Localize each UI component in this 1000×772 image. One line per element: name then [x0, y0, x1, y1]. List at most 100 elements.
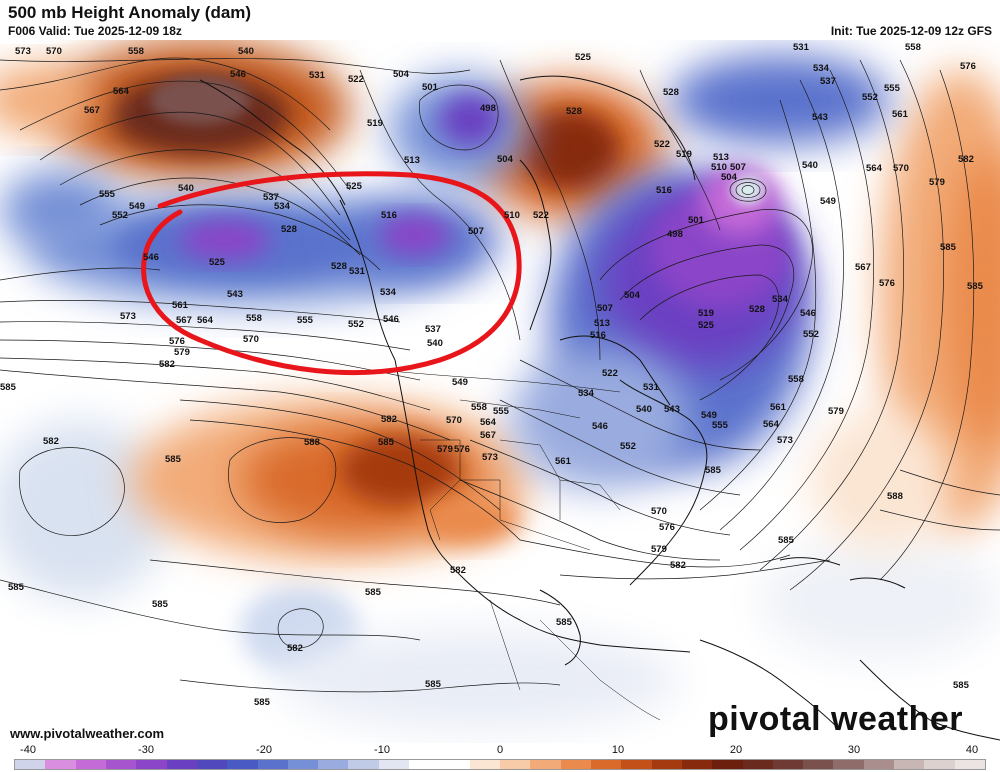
colorbar-swatch: [954, 760, 985, 769]
red-annotation-circle: [141, 171, 522, 376]
contour-label: 579: [929, 177, 945, 188]
contour-label: 585: [778, 535, 795, 546]
contour-label: 570: [243, 334, 259, 345]
colorbar-swatch: [378, 760, 410, 769]
contour-label: 516: [381, 210, 397, 221]
contour-label: 585: [165, 454, 182, 465]
contour-label: 585: [0, 382, 17, 393]
forecast-valid-time: F006 Valid: Tue 2025-12-09 18z: [8, 24, 182, 38]
contour-label: 555: [712, 420, 729, 431]
contour-label: 546: [143, 252, 159, 263]
colorbar-swatch: [712, 760, 743, 769]
contour-label: 504: [624, 290, 641, 301]
contour-label: 564: [113, 86, 130, 97]
colorbar-swatch: [166, 760, 197, 769]
anomaly-colorbar: -40 -30 -20 -10 0 10 20 30 40: [14, 744, 986, 772]
colorbar-swatch: [15, 760, 46, 769]
colorbar-tick-label: -40: [20, 744, 36, 756]
contour-label: 585: [254, 697, 271, 708]
contour-label: 552: [803, 329, 819, 340]
contour-label: 585: [556, 617, 573, 628]
contour-label: 558: [128, 46, 144, 57]
contour-label: 558: [246, 313, 262, 324]
colorbar-swatch: [621, 760, 652, 769]
contour-label: 519: [676, 149, 692, 160]
contour-label: 540: [178, 183, 194, 194]
contour-label: 582: [670, 560, 686, 571]
colorbar-swatch: [530, 760, 561, 769]
anomaly-map: 573 570 558 540 546 531 522 504 501 498 …: [0, 40, 1000, 743]
contour-label: 582: [450, 565, 466, 576]
colorbar-swatch: [803, 760, 834, 769]
contour-label: 564: [763, 419, 780, 430]
model-init-time: Init: Tue 2025-12-09 12z GFS: [830, 24, 992, 38]
contour-label: 498: [480, 103, 496, 114]
contour-label: 540: [427, 338, 443, 349]
contour-label: 498: [667, 229, 683, 240]
colorbar-tick-label: -10: [374, 744, 390, 756]
contour-label: 555: [493, 406, 510, 417]
colorbar-swatch: [287, 760, 319, 769]
colorbar-tick-label: 30: [847, 744, 861, 756]
contour-label: 525: [346, 181, 363, 192]
contour-label: 585: [953, 680, 970, 691]
contour-label: 558: [905, 42, 921, 53]
contour-label: 525: [575, 52, 592, 63]
colorbar-tick-label: -20: [256, 744, 272, 756]
contour-label: 534: [274, 201, 291, 212]
contour-label: 522: [533, 210, 549, 221]
colorbar-tick-label: 40: [965, 744, 979, 756]
contour-label: 582: [287, 643, 303, 654]
coastlines: [199, 75, 1000, 741]
contour-label: 540: [802, 160, 818, 171]
colorbar-swatch: [75, 760, 106, 769]
contour-label: 501: [688, 215, 705, 226]
colorbar-tick-label: 20: [729, 744, 743, 756]
contour-label: 534: [813, 63, 830, 74]
colorbar-swatch: [924, 760, 955, 769]
contour-label: 501: [422, 82, 439, 93]
colorbar-swatch: [227, 760, 258, 769]
contour-label: 582: [381, 414, 397, 425]
anomaly-shading: [0, 40, 1000, 743]
contour-label: 585: [425, 679, 442, 690]
contour-label: 516: [590, 330, 606, 341]
map-title: 500 mb Height Anomaly (dam): [8, 3, 252, 22]
website-credit: www.pivotalweather.com: [10, 726, 165, 741]
contour-label: 570: [651, 506, 667, 517]
contour-label: 585: [705, 465, 722, 476]
contour-label: 573: [482, 452, 498, 463]
contour-label: 549: [820, 196, 836, 207]
contour-label: 552: [348, 319, 364, 330]
colorbar-swatch: [560, 760, 591, 769]
colorbar-swatch: [863, 760, 895, 769]
contour-label: 585: [365, 587, 382, 598]
contour-label: 537: [425, 324, 441, 335]
contour-label: 528: [663, 87, 679, 98]
colorbar-swatch: [500, 760, 531, 769]
contour-label: 507: [597, 303, 613, 314]
contour-label: 504: [721, 172, 738, 183]
contour-label: 552: [112, 210, 128, 221]
contour-label: 555: [884, 83, 901, 94]
contour-label: 564: [197, 315, 214, 326]
contour-label: 582: [159, 359, 175, 370]
contour-label: 534: [772, 294, 789, 305]
contour-label: 525: [209, 257, 226, 268]
contour-label: 537: [263, 192, 279, 203]
contour-label: 561: [892, 109, 909, 120]
contour-label: 522: [654, 139, 670, 150]
contour-label: 585: [940, 242, 957, 253]
contour-label: 549: [701, 410, 717, 421]
contour-label: 564: [480, 417, 497, 428]
colorbar-swatch: [742, 760, 773, 769]
contour-label: 540: [238, 46, 254, 57]
contour-label: 504: [497, 154, 514, 165]
contour-label: 543: [227, 289, 243, 300]
contour-label: 585: [152, 599, 169, 610]
contour-label: 513: [713, 152, 729, 163]
contour-label: 546: [230, 69, 246, 80]
contour-label: 585: [378, 437, 395, 448]
colorbar-swatch: [894, 760, 925, 769]
contour-label: 576: [659, 522, 675, 533]
